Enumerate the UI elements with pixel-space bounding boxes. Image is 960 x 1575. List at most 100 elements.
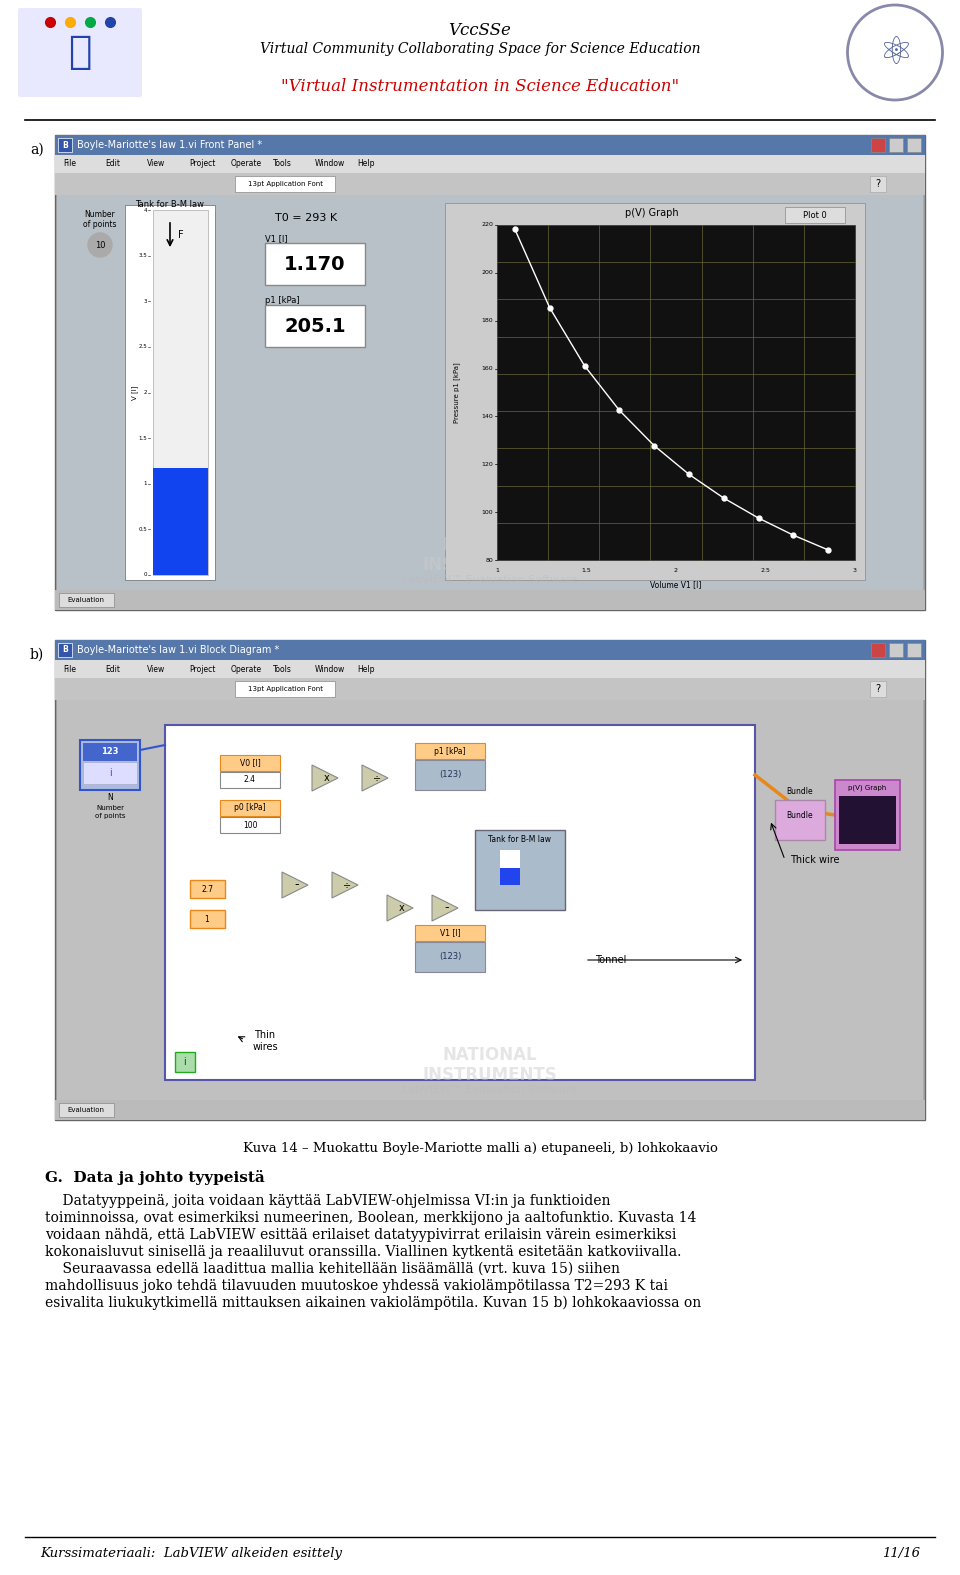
Text: V [l]: V [l] xyxy=(132,386,138,400)
Text: F: F xyxy=(178,230,183,239)
Text: Boyle-Mariotte's law 1.vi Block Diagram *: Boyle-Mariotte's law 1.vi Block Diagram … xyxy=(77,646,279,655)
FancyBboxPatch shape xyxy=(265,306,365,346)
Text: B: B xyxy=(62,646,68,655)
FancyBboxPatch shape xyxy=(55,639,925,1120)
FancyBboxPatch shape xyxy=(57,195,923,591)
Text: toiminnoissa, ovat esimerkiksi numeerinen, Boolean, merkkijono ja aaltofunktio. : toiminnoissa, ovat esimerkiksi numeerine… xyxy=(45,1211,696,1225)
FancyBboxPatch shape xyxy=(55,154,925,173)
Text: i: i xyxy=(108,769,111,778)
Text: V1 [l]: V1 [l] xyxy=(440,929,460,937)
Text: 3: 3 xyxy=(143,299,147,304)
FancyBboxPatch shape xyxy=(235,176,335,192)
FancyBboxPatch shape xyxy=(500,850,520,885)
FancyBboxPatch shape xyxy=(415,942,485,972)
Text: Number
of points: Number of points xyxy=(84,209,117,230)
FancyBboxPatch shape xyxy=(835,780,900,850)
Text: ÷: ÷ xyxy=(343,880,351,890)
Text: Evaluation: Evaluation xyxy=(67,597,105,603)
Text: Kurssimateriaali:  LabVIEW alkeiden esittely: Kurssimateriaali: LabVIEW alkeiden esitt… xyxy=(40,1547,342,1559)
Text: LabVIEW™ Evaluation Software: LabVIEW™ Evaluation Software xyxy=(402,575,578,584)
Polygon shape xyxy=(332,873,358,898)
Text: 4: 4 xyxy=(143,208,147,213)
FancyBboxPatch shape xyxy=(839,795,896,844)
Text: Virtual Community Collaborating Space for Science Education: Virtual Community Collaborating Space fo… xyxy=(260,43,700,57)
FancyBboxPatch shape xyxy=(497,225,855,561)
Text: kokonaisluvut sinisellä ja reaaliluvut oranssilla. Viallinen kytkentä esitetään : kokonaisluvut sinisellä ja reaaliluvut o… xyxy=(45,1244,682,1258)
FancyBboxPatch shape xyxy=(153,209,208,575)
FancyBboxPatch shape xyxy=(59,594,114,606)
Text: 1: 1 xyxy=(204,915,209,923)
Text: T0 = 293 K: T0 = 293 K xyxy=(275,213,337,224)
Text: 10: 10 xyxy=(95,241,106,249)
Text: Pressure p1 [kPa]: Pressure p1 [kPa] xyxy=(454,362,461,422)
FancyBboxPatch shape xyxy=(55,1099,925,1120)
Text: 140: 140 xyxy=(481,414,493,419)
Text: x: x xyxy=(399,902,405,913)
FancyBboxPatch shape xyxy=(175,1052,195,1073)
Text: N: N xyxy=(108,794,113,803)
FancyBboxPatch shape xyxy=(55,591,925,610)
Text: 123: 123 xyxy=(101,748,119,756)
FancyBboxPatch shape xyxy=(83,762,137,784)
Text: a): a) xyxy=(30,143,44,158)
Text: Help: Help xyxy=(357,665,374,674)
Text: 0.5: 0.5 xyxy=(138,528,147,532)
Text: p1 [kPa]: p1 [kPa] xyxy=(265,296,300,306)
Text: File: File xyxy=(63,665,76,674)
Text: Thick wire: Thick wire xyxy=(790,855,839,865)
Text: Bundle: Bundle xyxy=(786,811,813,819)
FancyBboxPatch shape xyxy=(500,868,520,885)
Text: Boyle-Mariotte's law 1.vi Front Panel *: Boyle-Mariotte's law 1.vi Front Panel * xyxy=(77,140,262,150)
FancyBboxPatch shape xyxy=(475,830,565,910)
Text: esivalita liukukytkimellä mittauksen aikainen vakiolämpötila. Kuvan 15 b) lohkok: esivalita liukukytkimellä mittauksen aik… xyxy=(45,1296,701,1310)
FancyBboxPatch shape xyxy=(220,772,280,788)
FancyBboxPatch shape xyxy=(871,139,885,153)
Text: x: x xyxy=(324,773,330,783)
Text: "Virtual Instrumentation in Science Education": "Virtual Instrumentation in Science Educ… xyxy=(281,79,679,94)
Text: Operate: Operate xyxy=(231,665,262,674)
Text: Tank for B-M law: Tank for B-M law xyxy=(135,200,204,209)
FancyBboxPatch shape xyxy=(907,643,921,657)
Text: ⚛: ⚛ xyxy=(877,33,912,71)
Text: Edit: Edit xyxy=(105,159,120,169)
FancyBboxPatch shape xyxy=(889,643,903,657)
Text: Bundle: Bundle xyxy=(786,788,813,797)
Text: NATIONAL
INSTRUMENTS: NATIONAL INSTRUMENTS xyxy=(422,536,558,575)
FancyBboxPatch shape xyxy=(80,740,140,791)
Text: Project: Project xyxy=(189,159,215,169)
Text: LabVIEW™ Evaluation Software: LabVIEW™ Evaluation Software xyxy=(402,1085,578,1095)
FancyBboxPatch shape xyxy=(55,173,925,195)
Text: Tank for B-M law: Tank for B-M law xyxy=(489,835,551,844)
Text: Help: Help xyxy=(357,159,374,169)
Text: 220: 220 xyxy=(481,222,493,227)
Text: 200: 200 xyxy=(481,271,493,276)
Text: 80: 80 xyxy=(485,558,493,562)
Text: Number: Number xyxy=(96,805,124,811)
Text: 2.5: 2.5 xyxy=(138,345,147,350)
FancyBboxPatch shape xyxy=(58,139,72,153)
FancyBboxPatch shape xyxy=(235,680,335,698)
Text: G.  Data ja johto tyypeistä: G. Data ja johto tyypeistä xyxy=(45,1170,265,1184)
Text: Tools: Tools xyxy=(273,159,292,169)
Text: 13pt Application Font: 13pt Application Font xyxy=(248,687,323,691)
Text: V0 [l]: V0 [l] xyxy=(240,759,260,767)
FancyBboxPatch shape xyxy=(785,206,845,224)
Text: 2.4: 2.4 xyxy=(244,775,256,784)
FancyBboxPatch shape xyxy=(415,743,485,759)
FancyBboxPatch shape xyxy=(55,677,925,699)
Text: mahdollisuus joko tehdä tilavuuden muutoskoe yhdessä vakiolämpötilassa T2=293 K : mahdollisuus joko tehdä tilavuuden muuto… xyxy=(45,1279,668,1293)
Circle shape xyxy=(88,233,112,257)
FancyBboxPatch shape xyxy=(220,754,280,772)
Text: p(V) Graph: p(V) Graph xyxy=(625,208,679,217)
Text: 2: 2 xyxy=(674,569,678,573)
Text: of points: of points xyxy=(95,813,125,819)
Text: Tools: Tools xyxy=(273,665,292,674)
Text: -: - xyxy=(444,901,449,915)
FancyBboxPatch shape xyxy=(907,139,921,153)
Text: 〜: 〜 xyxy=(68,33,92,71)
FancyBboxPatch shape xyxy=(415,761,485,791)
Polygon shape xyxy=(312,765,338,791)
Polygon shape xyxy=(387,895,413,921)
FancyBboxPatch shape xyxy=(775,800,825,839)
Text: NATIONAL
INSTRUMENTS: NATIONAL INSTRUMENTS xyxy=(422,1046,558,1085)
